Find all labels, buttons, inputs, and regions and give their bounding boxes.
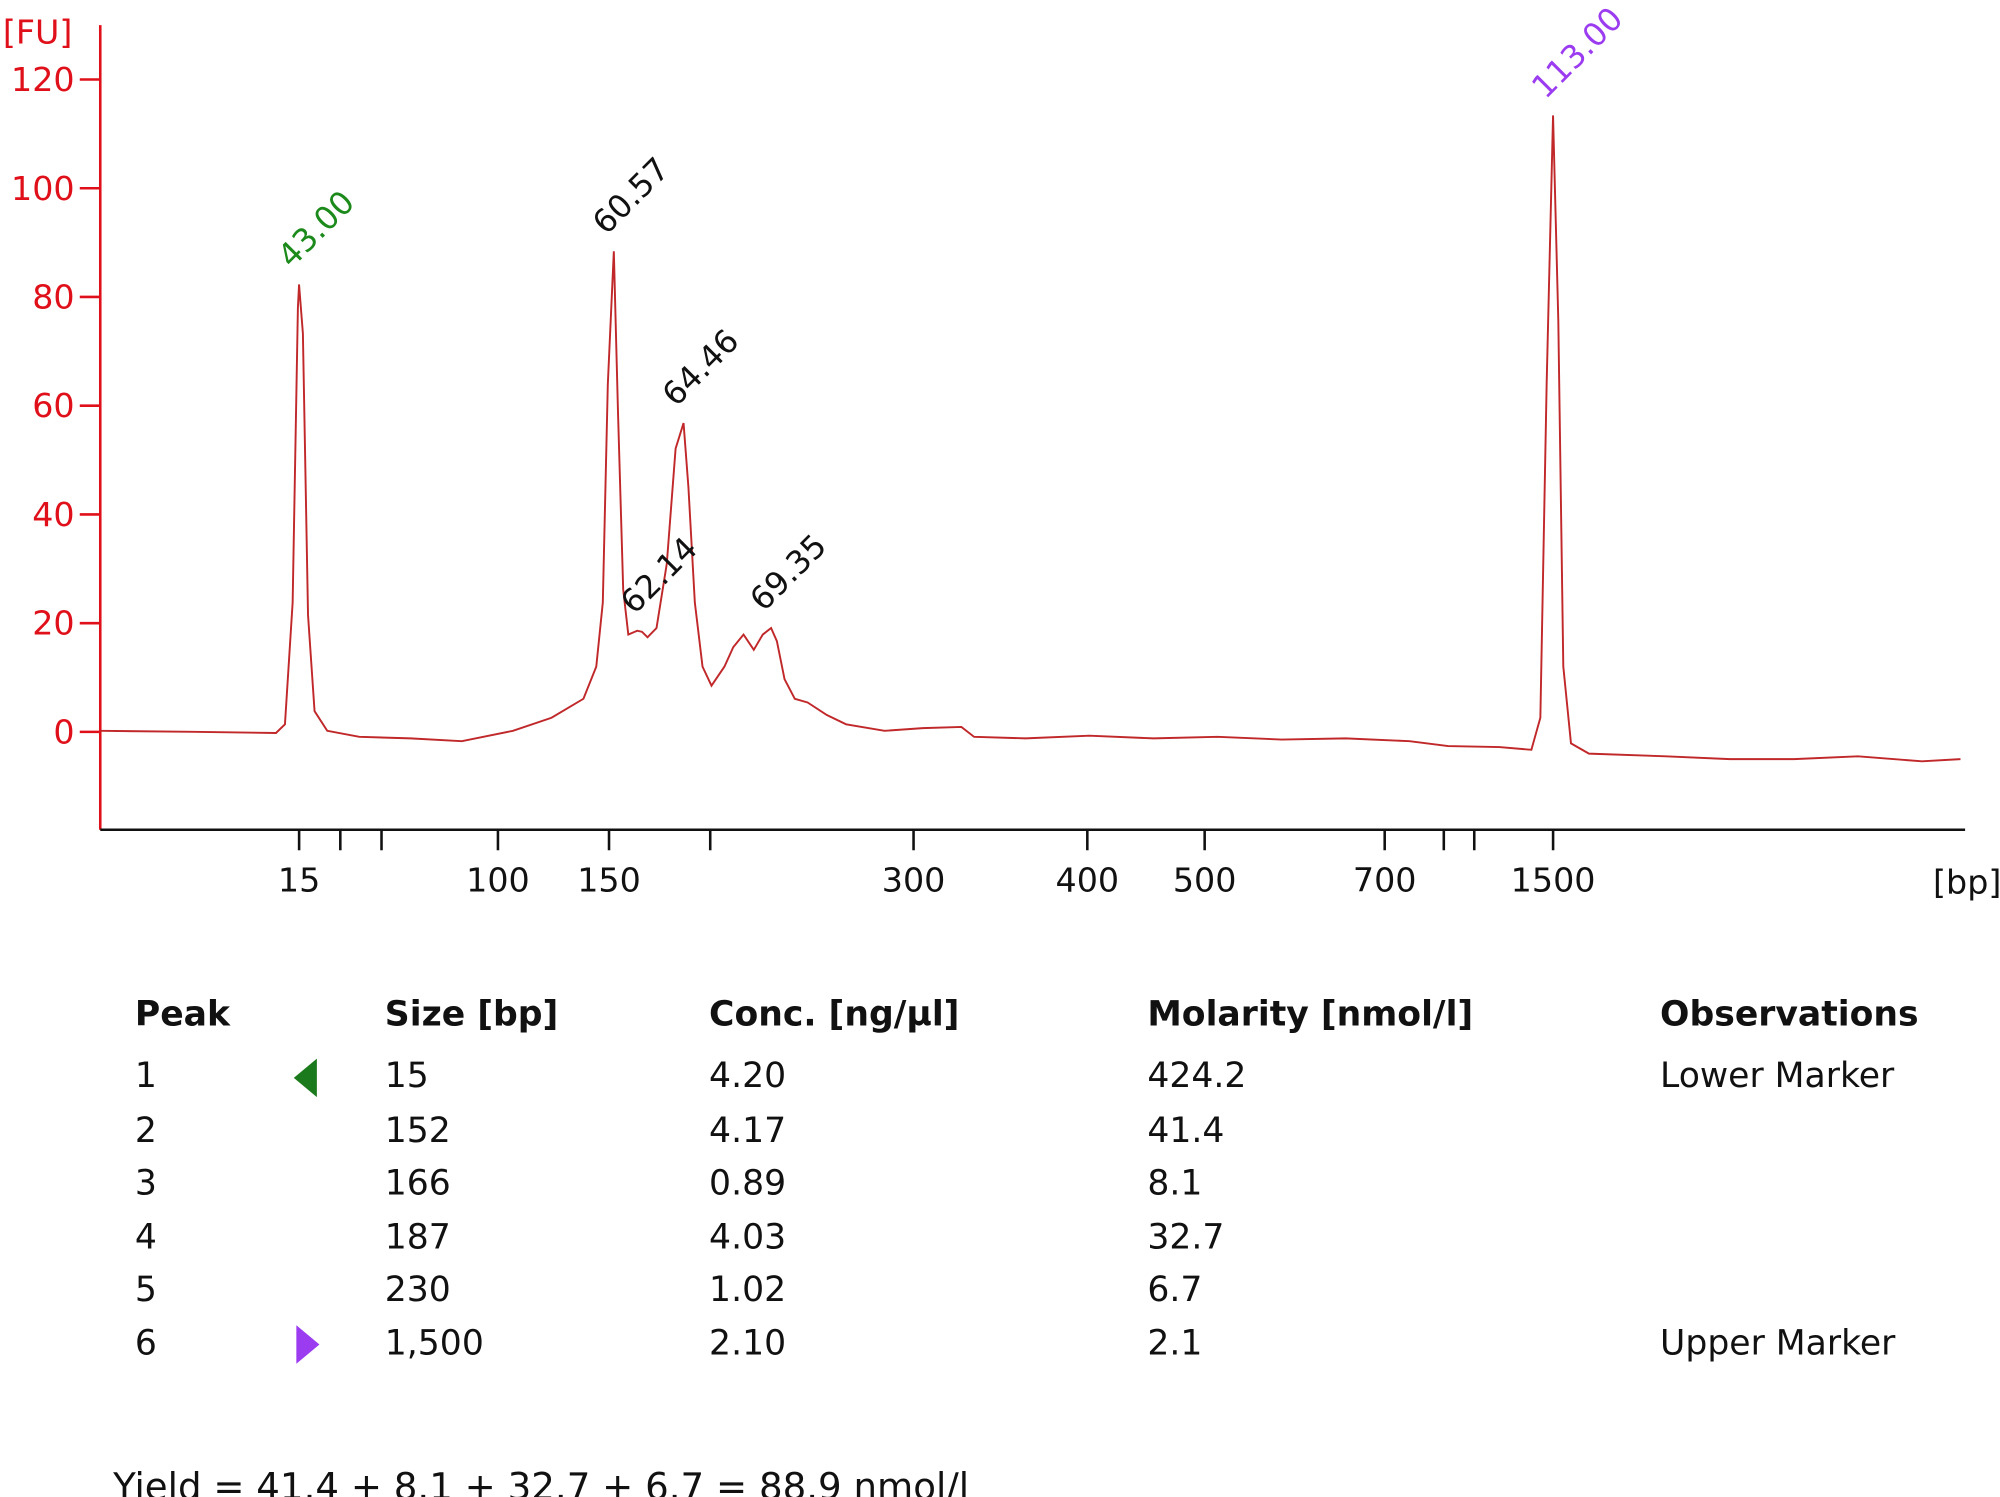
table-header: Size [bp]: [385, 994, 559, 1034]
table-cell: Lower Marker: [1660, 1056, 1895, 1096]
table-cell: 2.1: [1147, 1324, 1202, 1364]
x-tick-label: 500: [1173, 860, 1237, 899]
x-tick-label: 100: [466, 860, 530, 899]
y-tick-label: 100: [11, 169, 75, 208]
table-cell: 1: [135, 1056, 157, 1096]
peak-label: 60.57: [585, 150, 677, 242]
y-tick-label: 120: [11, 60, 75, 99]
yield: Yield = 41.4 + 8.1 + 32.7 + 6.7 = 88.9 n…: [112, 1466, 969, 1497]
y-tick-label: 60: [32, 386, 74, 425]
x-tick-label: 300: [882, 860, 946, 899]
table-cell: 0.89: [709, 1164, 786, 1204]
x-tick-label: 150: [577, 860, 641, 899]
table-cell: 6.7: [1147, 1270, 1202, 1310]
y-tick-label: 80: [32, 277, 74, 316]
table-cell: 6: [135, 1324, 157, 1364]
table-cell: 166: [385, 1164, 451, 1204]
x-tick-label: 1500: [1511, 860, 1596, 899]
table-cell: 15: [385, 1056, 429, 1096]
table-cell: 152: [385, 1111, 451, 1151]
peak-label: 69.35: [742, 527, 834, 619]
trace: [100, 115, 1961, 763]
table-cell: Upper Marker: [1660, 1324, 1896, 1364]
table-cell: 1.02: [709, 1270, 786, 1310]
table-cell: 4.20: [709, 1056, 786, 1096]
table-header: Conc. [ng/µl]: [709, 994, 959, 1034]
table-cell: 1,500: [385, 1324, 484, 1364]
peak-label: 113.00: [1524, 0, 1630, 106]
x-axis-label: [bp]: [1933, 862, 2000, 901]
table-cell: 4.03: [709, 1217, 786, 1257]
table-cell: 424.2: [1147, 1056, 1246, 1096]
table-header: Molarity [nmol/l]: [1147, 994, 1473, 1034]
y-tick-label: 20: [32, 604, 74, 643]
table-cell: 41.4: [1147, 1111, 1224, 1151]
y-axis-label: [FU]: [3, 13, 73, 52]
table-cell: 4.17: [709, 1111, 786, 1151]
table-cell: 4: [135, 1217, 157, 1257]
y-tick-label: 0: [53, 712, 74, 751]
upper-marker-icon: [296, 1325, 320, 1364]
table-cell: 8.1: [1147, 1164, 1202, 1204]
x-tick-label: 15: [278, 860, 320, 899]
table-cell: 32.7: [1147, 1217, 1224, 1257]
table-header: Observations: [1660, 994, 1919, 1034]
table-cell: 5: [135, 1270, 157, 1310]
y-tick-label: 40: [32, 495, 74, 534]
table-cell: 2: [135, 1111, 157, 1151]
table-cell: 187: [385, 1217, 451, 1257]
table-cell: 3: [135, 1164, 157, 1204]
table-cell: 2.10: [709, 1324, 786, 1364]
x-tick-label: 700: [1353, 860, 1417, 899]
table-cell: 230: [385, 1270, 451, 1310]
x-tick-label: 400: [1056, 860, 1120, 899]
peak-label: 64.46: [655, 322, 747, 414]
table-header: Peak: [135, 994, 231, 1034]
peak-label: 43.00: [270, 183, 362, 275]
lower-marker-icon: [293, 1058, 317, 1098]
